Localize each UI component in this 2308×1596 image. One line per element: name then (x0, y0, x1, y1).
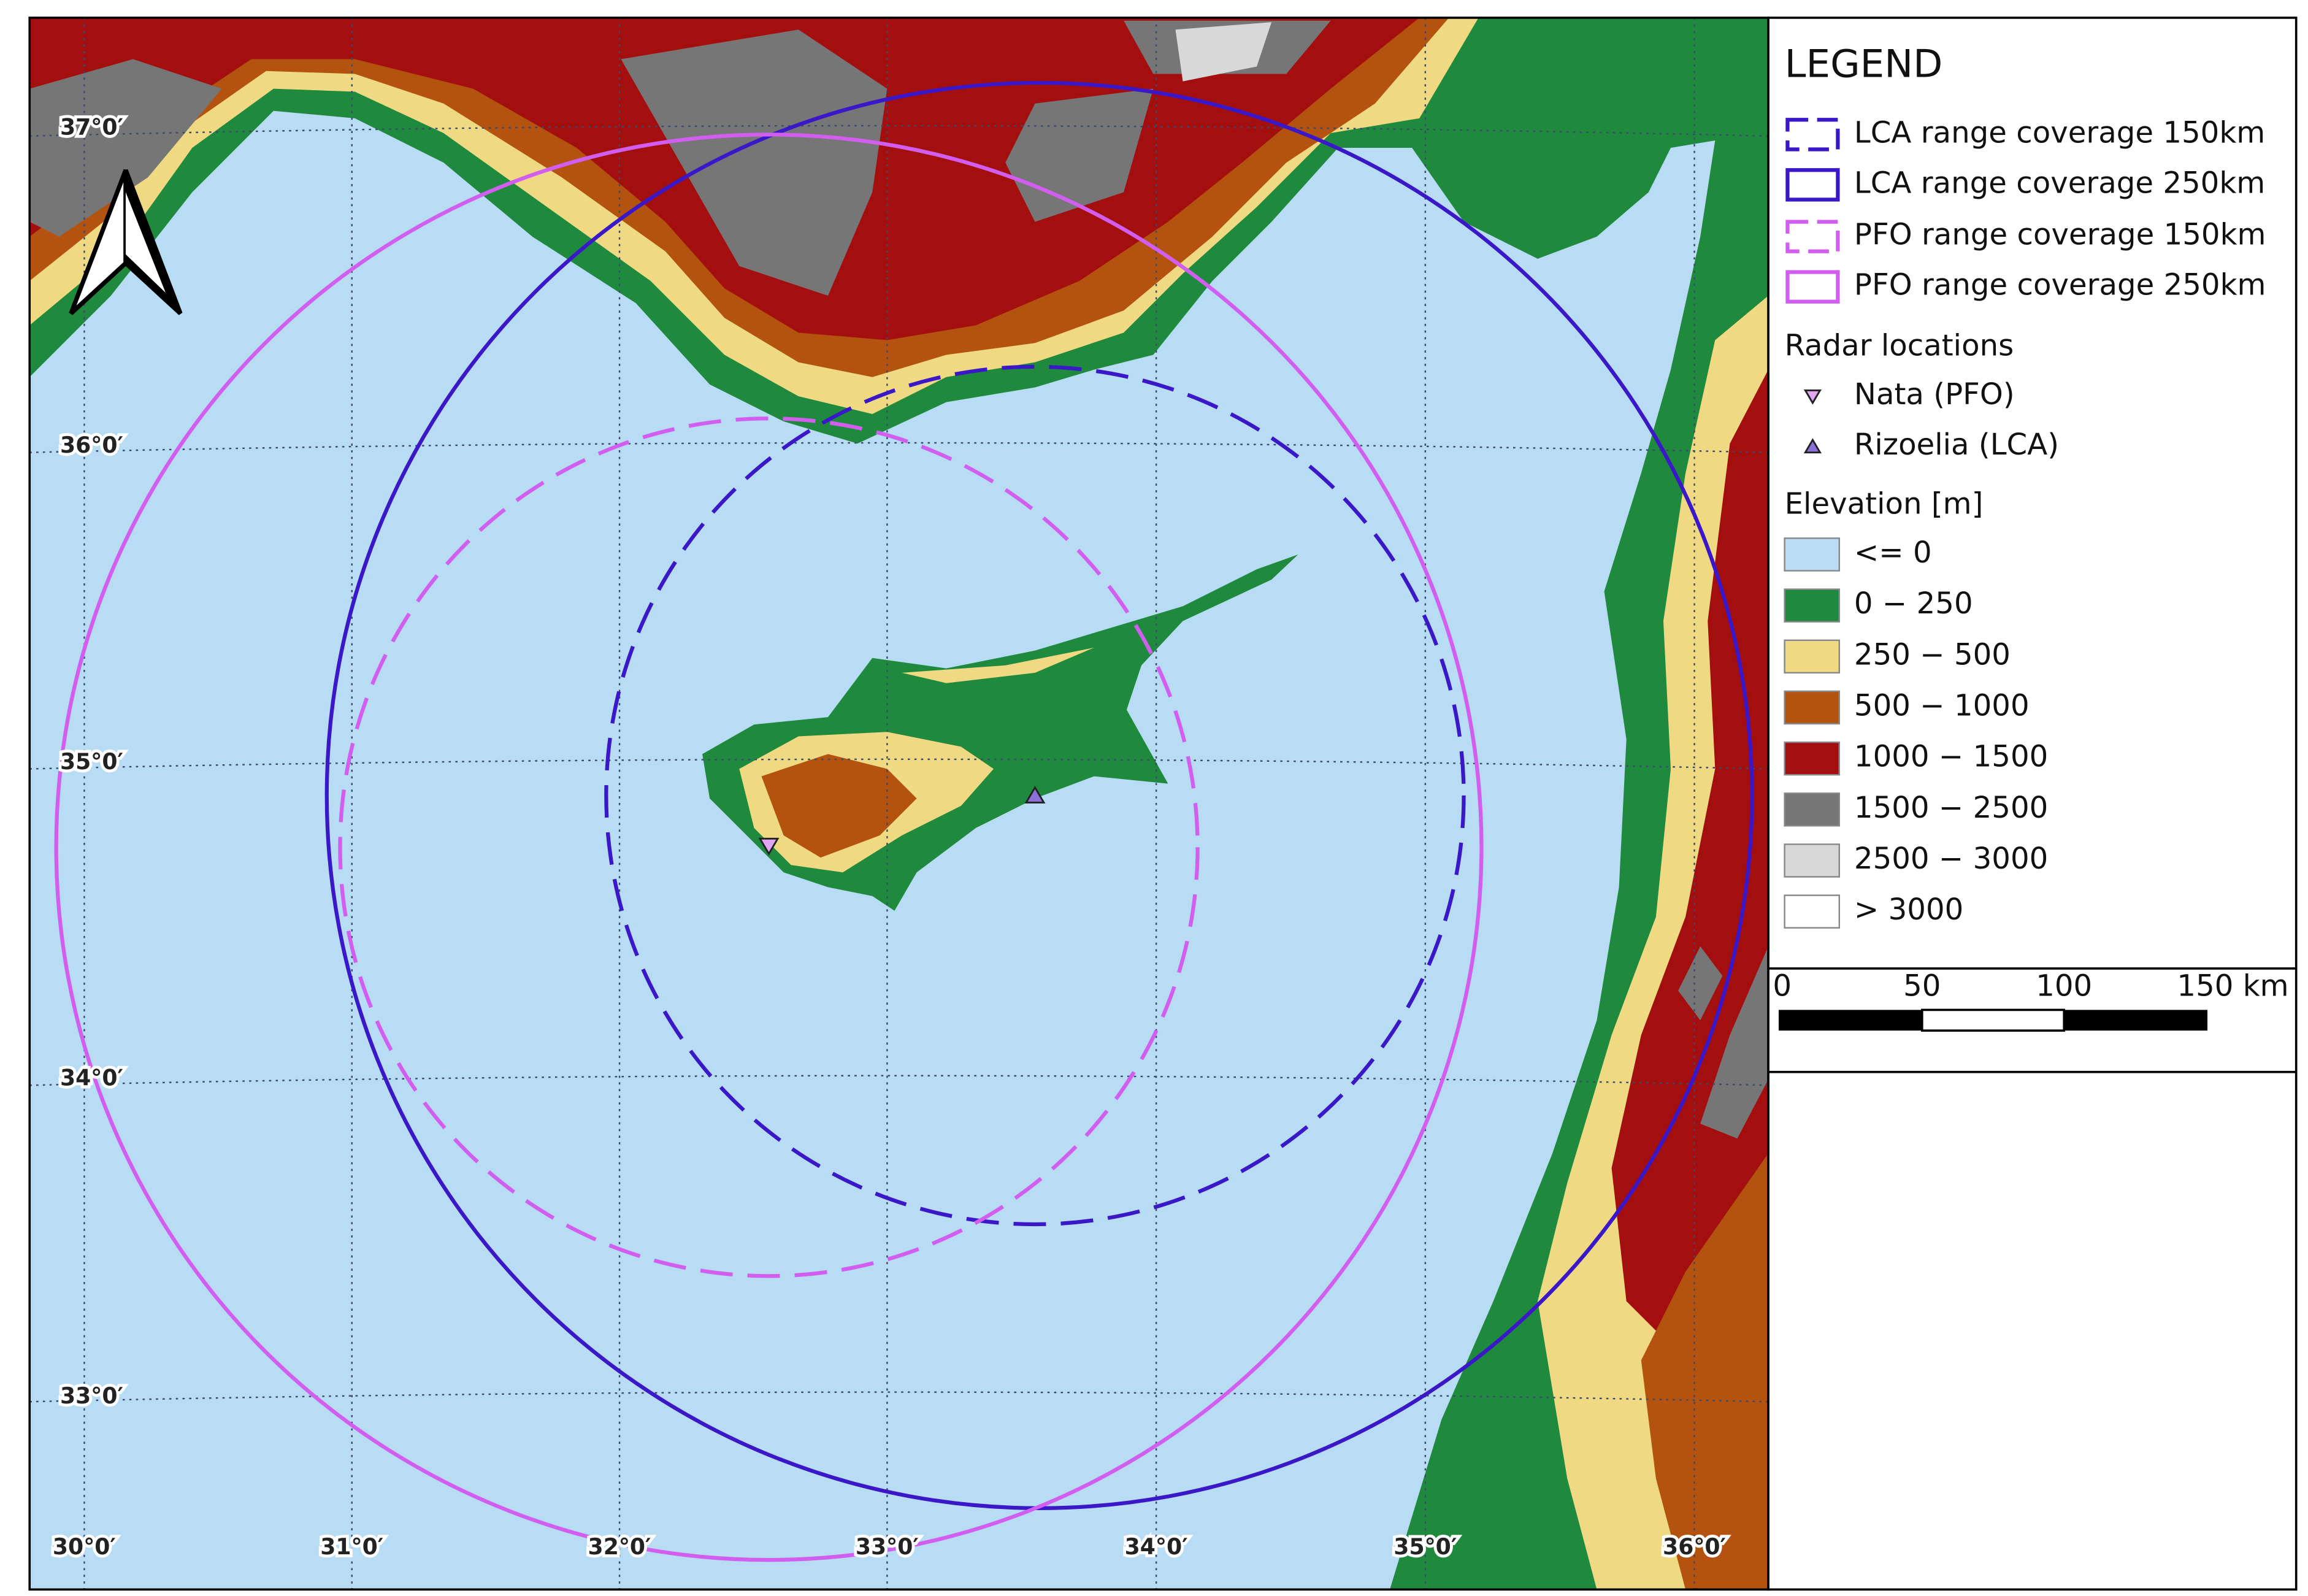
legend-label: 1000 − 1500 (1854, 740, 2048, 774)
coverage-rings (54, 80, 1754, 1562)
coverage-ring (338, 416, 1200, 1278)
legend-swatch (1784, 741, 1841, 776)
legend-label: LCA range coverage 150km (1854, 115, 2265, 150)
legend-heading: Elevation [m] (1785, 486, 1984, 521)
longitude-label: 36°0′ (1663, 1533, 1726, 1560)
legend-entries: LCA range coverage 150km LCA range covera… (1784, 115, 2266, 929)
radar-markers (758, 786, 1046, 856)
longitude-label: 31°0′ (320, 1533, 383, 1560)
legend-label: 2500 − 3000 (1854, 842, 2048, 876)
radar-marker (1024, 786, 1046, 804)
longitude-label: 35°0′ (1394, 1533, 1457, 1560)
longitude-label: 34°0′ (1125, 1533, 1188, 1560)
legend-label: Rizoelia (LCA) (1854, 428, 2059, 462)
legend-label: 1500 − 2500 (1854, 791, 2048, 825)
land (1641, 1153, 1769, 1590)
scale-label: 150 km (2177, 969, 2288, 1003)
legend-label: 250 − 500 (1854, 637, 2011, 672)
legend-swatch (1785, 168, 1840, 202)
land (1175, 22, 1272, 82)
legend-label: 500 − 1000 (1854, 688, 2030, 723)
legend-title: LEGEND (1785, 42, 1943, 86)
legend-label: Nata (PFO) (1854, 377, 2015, 412)
latitude-label: 33°0′ (60, 1383, 123, 1409)
legend-swatch (1785, 118, 1840, 152)
longitude-label: 33°0′ (856, 1533, 919, 1560)
legend-swatch (1785, 220, 1840, 253)
coverage-ring (54, 132, 1484, 1562)
legend-swatch (1784, 792, 1841, 827)
legend-swatch (1784, 894, 1841, 929)
legend-heading: Radar locations (1785, 328, 2014, 363)
longitude-label: 30°0′ (53, 1533, 116, 1560)
latitude-label: 37°0′ (60, 114, 123, 140)
legend-panel (1767, 17, 2298, 1591)
radar-marker (758, 837, 780, 856)
legend-label: > 3000 (1854, 892, 1963, 927)
scale-label: 100 (2036, 969, 2092, 1003)
legend-label: <= 0 (1854, 535, 1932, 570)
latitude-label: 36°0′ (60, 432, 123, 458)
legend-label: PFO range coverage 150km (1854, 218, 2266, 252)
scale-label: 0 (1773, 969, 1792, 1003)
legend-swatch (1784, 537, 1841, 572)
island (761, 754, 917, 858)
legend-symbol (1803, 438, 1822, 454)
meridian-lines (83, 17, 1695, 1590)
legend-swatch (1784, 639, 1841, 674)
legend-label: LCA range coverage 250km (1854, 166, 2265, 200)
latitude-label: 34°0′ (60, 1065, 123, 1091)
land (1678, 946, 1769, 1139)
graticule (29, 17, 1769, 1590)
land (29, 20, 1331, 296)
latitude-label: 35°0′ (60, 748, 123, 775)
scale-bar: 0 50 100 150 km (1773, 969, 2289, 1032)
legend-swatch (1784, 588, 1841, 623)
legend-swatch (1785, 270, 1840, 304)
legend-swatch (1784, 843, 1841, 878)
graticule-labels: 30°0′ 31°0′ 32°0′ 33°0′ 34°0′ 35°0′ 36°0′ 37°0′… (50, 111, 1729, 1563)
map-frame (29, 17, 1769, 1590)
legend-symbol (1803, 389, 1822, 405)
coverage-ring (604, 364, 1466, 1227)
legend-swatch (1784, 690, 1841, 725)
legend-label: PFO range coverage 250km (1854, 268, 2266, 302)
scale-label: 50 (1903, 969, 1941, 1003)
north-arrow (69, 169, 183, 315)
longitude-label: 32°0′ (588, 1533, 651, 1560)
legend-label: 0 − 250 (1854, 586, 1973, 621)
